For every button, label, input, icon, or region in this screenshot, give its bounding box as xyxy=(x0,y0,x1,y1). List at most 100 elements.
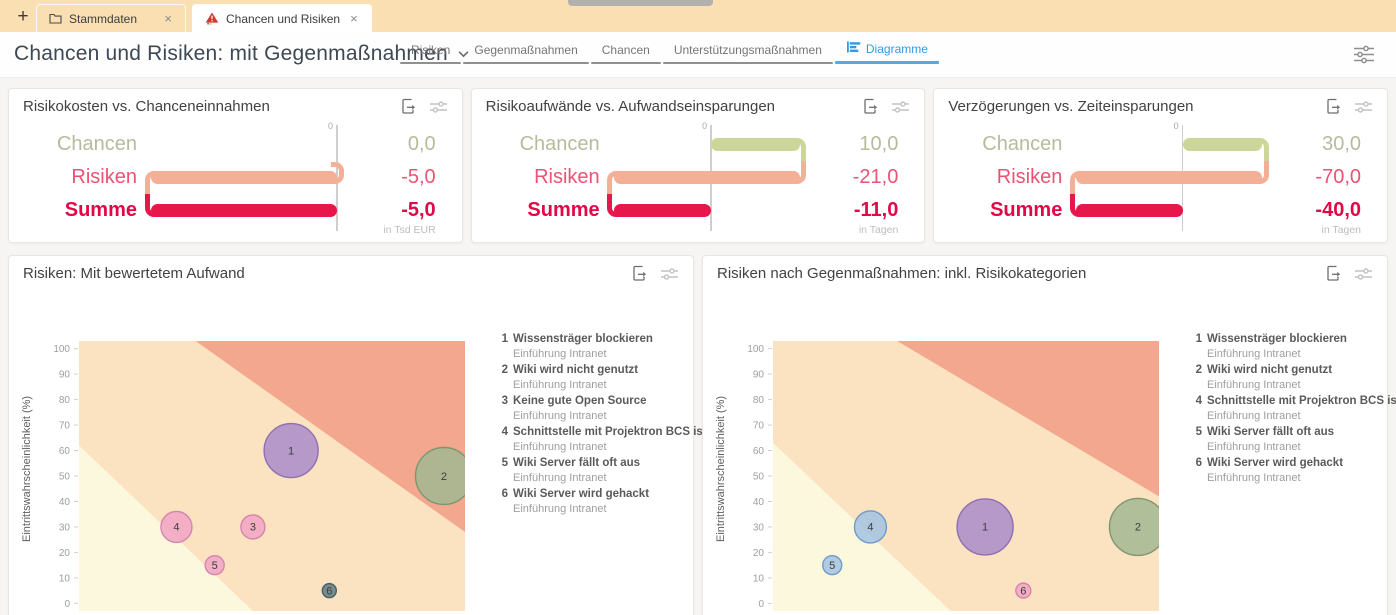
chart-settings-icon[interactable] xyxy=(1354,100,1373,114)
legend-item[interactable]: 4 Schnittstelle mit Projektron BCS is... E… xyxy=(1193,394,1396,424)
legend-item[interactable]: 2 Wiki wird nicht genutzt Einführung Intra… xyxy=(1193,363,1388,393)
view-tab[interactable]: Diagramme xyxy=(834,41,939,64)
legend-item-number: 6 xyxy=(1195,457,1202,469)
legend-item-project: Einführung Intranet xyxy=(1207,472,1301,484)
risk-matrix-plot: 010203040506070809010012345678910123456 xyxy=(53,341,472,611)
svg-text:70: 70 xyxy=(753,421,765,432)
chart-settings-icon[interactable] xyxy=(1354,267,1373,281)
svg-text:10: 10 xyxy=(753,573,765,584)
export-icon[interactable] xyxy=(400,98,417,115)
close-icon[interactable]: × xyxy=(350,10,358,26)
export-icon[interactable] xyxy=(1325,98,1342,115)
view-settings-icon[interactable] xyxy=(1352,45,1376,69)
legend-item-project: Einführung Intranet xyxy=(1207,348,1301,360)
kpi-row-label: Chancen xyxy=(519,133,600,155)
export-icon[interactable] xyxy=(631,265,648,282)
kpi-row-value: -11,0 xyxy=(853,199,899,221)
new-tab-button[interactable]: + xyxy=(13,7,33,27)
risk-bubble[interactable]: 3 xyxy=(240,514,266,540)
waterfall-connector xyxy=(144,170,158,195)
kpi-row-label: Summe xyxy=(990,199,1063,221)
legend-item[interactable]: 5 Wiki Server fällt oft aus Einführung Int… xyxy=(499,456,694,486)
legend-item[interactable]: 2 Wiki wird nicht genutzt Einführung Intra… xyxy=(499,363,694,393)
kpi-row-value: 30,0 xyxy=(1322,133,1362,155)
chart-settings-icon[interactable] xyxy=(891,100,910,114)
view-tab-label: Chancen xyxy=(601,42,650,57)
folder-icon xyxy=(49,13,62,24)
view-tab[interactable]: Risiken xyxy=(400,43,462,64)
card-title[interactable]: Verzögerungen vs. Zeiteinsparungen xyxy=(948,98,1194,115)
zero-axis-label: 0 xyxy=(1173,121,1179,131)
risk-bubble[interactable]: 4 xyxy=(160,510,193,544)
card-title[interactable]: Risikokosten vs. Chanceneinnahmen xyxy=(23,98,270,115)
legend-item-number: 4 xyxy=(501,426,508,438)
bubble-chart-row: Risiken: Mit bewertetem Aufwand Eintritt… xyxy=(8,255,1396,615)
svg-text:40: 40 xyxy=(59,497,71,508)
legend-item-number: 6 xyxy=(501,488,508,500)
kpi-card-row: Risikokosten vs. Chanceneinnahmen 0 Chanc… xyxy=(8,88,1389,243)
view-tab[interactable]: Chancen xyxy=(590,42,661,64)
window-tabs: Stammdaten × Chancen und Risiken × xyxy=(36,4,378,32)
svg-text:0: 0 xyxy=(758,599,764,610)
chevron-down-icon[interactable] xyxy=(458,50,469,58)
risk-bubble[interactable]: 6 xyxy=(1015,582,1032,599)
legend-item[interactable]: 6 Wiki Server wird gehackt Einführung Intr… xyxy=(499,487,694,517)
close-icon[interactable]: × xyxy=(164,10,172,26)
chart-settings-icon[interactable] xyxy=(660,267,679,281)
kpi-row-value: 10,0 xyxy=(859,133,899,155)
view-tabs: Risiken Gegenmaßnahmen Chancen Unterstützun… xyxy=(399,41,940,64)
waterfall-chart: 0 Chancen 0,0 Risiken -5,0 Summe -5,0 in Tsd EU… xyxy=(9,121,462,238)
chart-legend: 1 Wissensträger blockieren Einführung Intr… xyxy=(499,332,713,518)
dashboard-content: Risikokosten vs. Chanceneinnahmen 0 Chanc… xyxy=(0,78,1396,615)
view-tab-label: Unterstützungsmaßnahmen xyxy=(673,42,822,57)
svg-text:0: 0 xyxy=(64,599,70,610)
view-tab-label: Diagramme xyxy=(835,41,939,61)
bubble-number-label: 1 xyxy=(288,445,294,457)
kpi-card: Risikokosten vs. Chanceneinnahmen 0 Chanc… xyxy=(8,88,463,243)
chart-settings-icon[interactable] xyxy=(429,100,448,114)
risk-bubble[interactable]: 1 xyxy=(263,422,319,479)
view-tab[interactable]: Gegenmaßnahmen xyxy=(463,43,589,64)
legend-item[interactable]: 4 Schnittstelle mit Projektron BCS is... E… xyxy=(499,425,713,455)
legend-item[interactable]: 6 Wiki Server wird gehackt Einführung Intr… xyxy=(1193,456,1388,486)
svg-text:40: 40 xyxy=(753,497,765,508)
risk-bubble[interactable]: 4 xyxy=(853,510,888,544)
legend-item[interactable]: 1 Wissensträger blockieren Einführung Intr… xyxy=(499,332,694,362)
risk-bubble[interactable]: 2 xyxy=(1108,497,1166,557)
svg-text:30: 30 xyxy=(59,522,71,533)
legend-item[interactable]: 1 Wissensträger blockieren Einführung Intr… xyxy=(1193,332,1388,362)
risk-bubble[interactable]: 6 xyxy=(321,582,338,599)
bubble-number-label: 2 xyxy=(441,471,447,483)
legend-item-project: Einführung Intranet xyxy=(513,410,607,422)
risk-bubble[interactable]: 2 xyxy=(414,446,472,506)
tab-underline xyxy=(590,61,661,64)
legend-item[interactable]: 3 Keine gute Open Source Einführung Intran… xyxy=(499,394,694,424)
waterfall-connector xyxy=(1069,170,1083,195)
zero-axis-label: 0 xyxy=(702,121,708,131)
window-tab[interactable]: Stammdaten × xyxy=(36,4,186,32)
bubble-number-label: 5 xyxy=(212,560,218,572)
export-icon[interactable] xyxy=(1325,265,1342,282)
summe-bar xyxy=(1076,203,1183,217)
tab-underline xyxy=(662,61,833,64)
window-drag-handle[interactable] xyxy=(568,0,713,6)
export-icon[interactable] xyxy=(862,98,879,115)
view-tab[interactable]: Unterstützungsmaßnahmen xyxy=(662,42,833,64)
risk-bubble[interactable]: 5 xyxy=(822,554,843,576)
risk-bubble[interactable]: 1 xyxy=(956,498,1014,556)
legend-item-number: 4 xyxy=(1195,395,1202,407)
card-title[interactable]: Risiken nach Gegenmaßnahmen: inkl. Risik… xyxy=(717,265,1087,282)
risk-bubble[interactable]: 5 xyxy=(204,554,225,576)
tab-underline xyxy=(463,61,589,64)
bar-chart-icon xyxy=(846,41,861,56)
waterfall-connector xyxy=(330,173,344,184)
card-title[interactable]: Risiken: Mit bewertetem Aufwand xyxy=(23,265,245,282)
card-title[interactable]: Risikoaufwände vs. Aufwandseinsparungen xyxy=(485,98,776,115)
bubble-number-label: 2 xyxy=(1135,522,1141,534)
legend-item[interactable]: 5 Wiki Server fällt oft aus Einführung Int… xyxy=(1193,425,1388,455)
window-tab[interactable]: Chancen und Risiken × xyxy=(192,4,372,32)
waterfall-chart: 0 Chancen 10,0 Risiken -21,0 Summe -11,0 in Tag… xyxy=(472,121,925,238)
legend-item-project: Einführung Intranet xyxy=(1207,379,1301,391)
legend-item-number: 1 xyxy=(1195,333,1202,345)
legend-item-number: 5 xyxy=(1195,426,1202,438)
